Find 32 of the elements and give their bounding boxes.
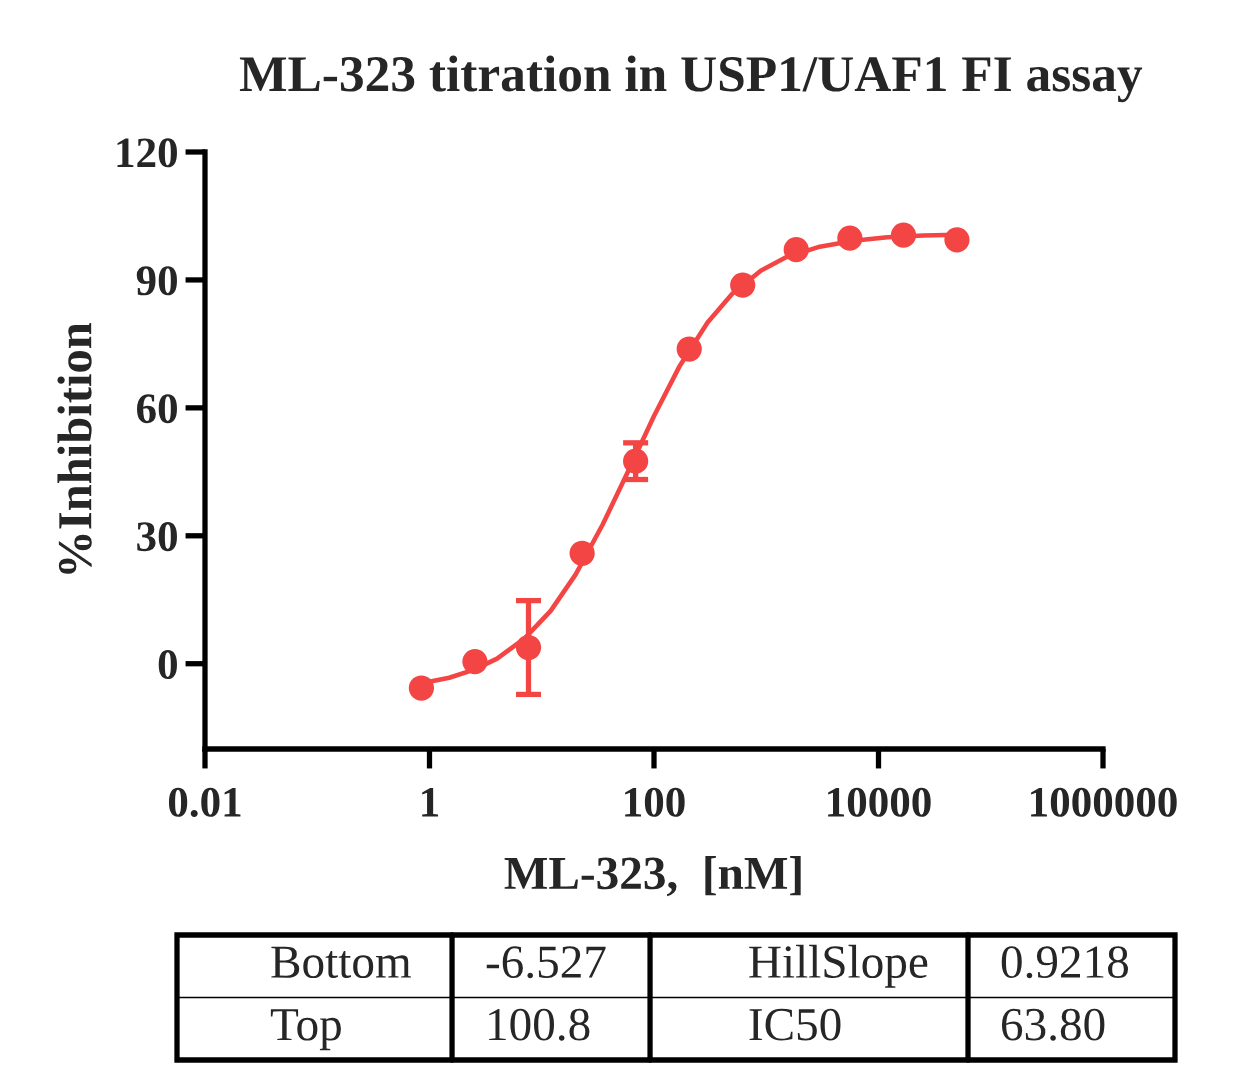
- x-tick-label: 1000000: [1031, 787, 1177, 817]
- point: [783, 237, 809, 263]
- point: [569, 540, 595, 566]
- chart-title: ML-323 titration in USP1/UAF1 FI assay: [239, 55, 1143, 103]
- point: [890, 222, 917, 248]
- y-tick-label: 120: [117, 138, 177, 168]
- text: IC50: [749, 1008, 841, 1041]
- x-tick-label: 100: [625, 787, 685, 817]
- text: Bottom: [271, 946, 411, 979]
- point: [944, 227, 970, 253]
- x-axis-title: ML-323, [nM]: [504, 856, 801, 897]
- x-tick-label: 0.01: [168, 787, 241, 817]
- text: 63.80: [1001, 1008, 1105, 1041]
- point: [515, 634, 542, 661]
- point: [676, 336, 702, 362]
- point: [408, 675, 435, 701]
- point: [623, 448, 649, 474]
- x-tick-label: 10000: [828, 787, 931, 817]
- y-axis-title: %Inhibition: [57, 322, 92, 574]
- y-tick-label: 90: [136, 266, 177, 296]
- y-tick-label: 30: [137, 522, 177, 552]
- point: [462, 648, 488, 675]
- point: [837, 225, 863, 251]
- y-tick-label: 0: [158, 650, 177, 680]
- text: -6.527: [486, 946, 606, 979]
- text: HillSlope: [749, 944, 928, 988]
- point: [730, 272, 756, 298]
- y-tick-label: 60: [137, 394, 177, 424]
- x-tick-label: 1: [422, 787, 439, 817]
- text: Top: [270, 1009, 341, 1051]
- text: 100.8: [489, 1008, 590, 1041]
- text: 0.9218: [1001, 946, 1129, 979]
